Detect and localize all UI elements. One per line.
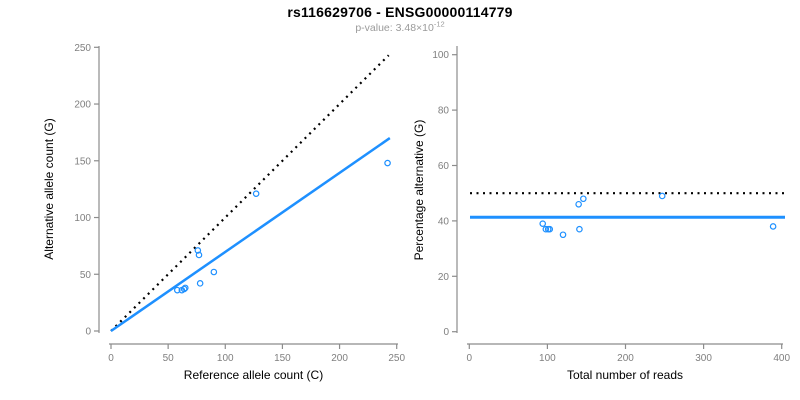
right-x-axis-title: Total number of reads xyxy=(567,368,683,382)
right-data-point xyxy=(576,225,583,233)
right-y-tick-label: 20 xyxy=(438,272,450,283)
p-value-subtitle: p-value: 3.48×10-12 xyxy=(0,19,800,34)
left-data-point xyxy=(196,280,204,287)
left-x-tick-label: 50 xyxy=(163,353,175,364)
left-data-point xyxy=(181,284,189,292)
left-data-point xyxy=(210,268,218,276)
left-data-point xyxy=(180,285,188,293)
right-data-point xyxy=(542,225,550,233)
right-y-tick-label: 80 xyxy=(438,106,450,117)
right-data-point xyxy=(546,225,554,233)
right-data-point xyxy=(769,223,777,230)
right-x-tick-label: 100 xyxy=(539,353,556,364)
left-y-tick-label: 200 xyxy=(74,100,91,111)
left-data-point xyxy=(194,247,202,254)
p-value-mantissa: 3.48×10 xyxy=(395,22,434,34)
fit-line xyxy=(110,137,391,333)
right-x-tick-label: 400 xyxy=(773,353,790,364)
left-y-axis-title: Alternative allele count (G) xyxy=(42,118,56,259)
left-data-point xyxy=(384,159,391,167)
left-x-axis-title: Reference allele count (C) xyxy=(184,368,323,382)
left-data-point xyxy=(173,286,181,294)
left-x-tick-label: 250 xyxy=(388,353,405,364)
right-data-point xyxy=(580,195,587,203)
left-data-point xyxy=(252,190,260,197)
right-data-point xyxy=(539,220,547,227)
left-x-tick-label: 100 xyxy=(217,353,234,364)
left-y-tick-label: 250 xyxy=(74,43,91,54)
left-y-tick-label: 100 xyxy=(74,213,91,224)
p-value-label: p-value: xyxy=(355,22,393,34)
left-x-tick-label: 0 xyxy=(108,353,114,364)
left-data-point xyxy=(195,251,203,259)
right-plot: 0 20 40 60 80 100 0 100 200 300 400 Total number of… xyxy=(412,46,790,382)
left-plot: 0 50 100 150 200 250 0 50 100 150 200 250 Reference … xyxy=(42,43,405,382)
identity-line xyxy=(110,54,390,332)
right-x-tick-label: 0 xyxy=(467,353,473,364)
right-y-tick-label: 100 xyxy=(432,50,449,61)
right-data-point xyxy=(559,231,567,239)
left-x-tick-label: 200 xyxy=(331,353,348,364)
p-value-exponent: -12 xyxy=(433,19,445,29)
right-y-tick-label: 40 xyxy=(438,216,450,227)
right-y-axis-title: Percentage alternative (G) xyxy=(412,120,426,261)
right-data-point xyxy=(658,192,666,200)
left-y-tick-label: 150 xyxy=(74,156,91,167)
right-x-tick-label: 200 xyxy=(617,353,634,364)
left-y-tick-label: 0 xyxy=(85,327,91,338)
right-x-tick-label: 300 xyxy=(695,353,712,364)
page-title: rs116629706 - ENSG00000114779 xyxy=(287,4,513,20)
right-data-point xyxy=(575,200,582,208)
left-x-tick-label: 150 xyxy=(274,353,291,364)
left-y-tick-label: 50 xyxy=(80,270,92,281)
right-y-tick-label: 0 xyxy=(443,327,449,338)
right-y-tick-label: 60 xyxy=(438,161,450,172)
